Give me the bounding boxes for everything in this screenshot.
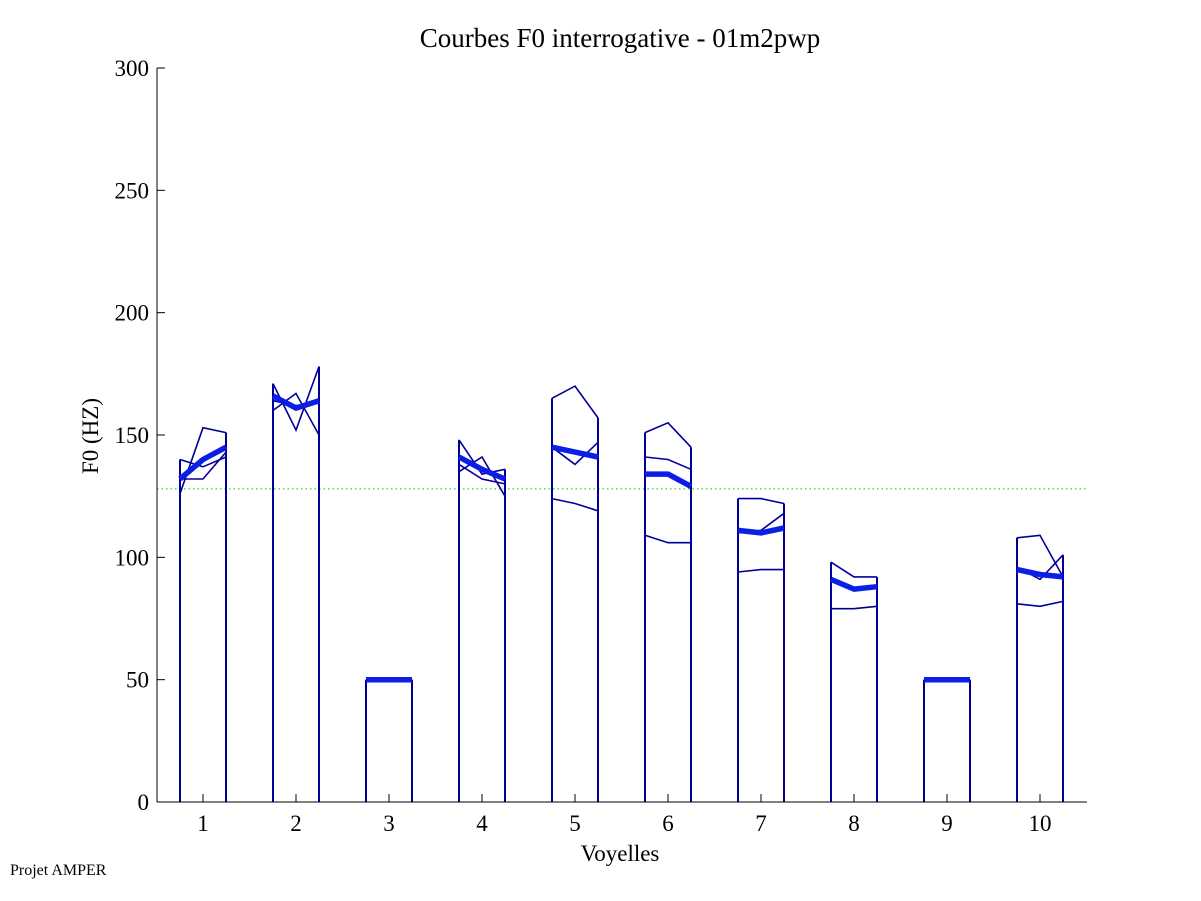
contour-line — [551, 441, 599, 466]
x-tick-label: 6 — [662, 811, 674, 836]
vowel-group-2 — [271, 366, 320, 802]
y-tick-label: 100 — [115, 545, 150, 570]
y-tick-label: 150 — [115, 423, 150, 448]
y-tick-label: 300 — [115, 56, 150, 81]
x-tick-label: 8 — [848, 811, 860, 836]
x-tick-label: 2 — [290, 811, 302, 836]
x-tick-label: 7 — [755, 811, 767, 836]
mean-contour-line — [1016, 566, 1064, 580]
contour-line — [738, 497, 785, 505]
vowel-group-1 — [178, 426, 228, 802]
x-axis-label: Voyelles — [581, 841, 660, 866]
x-tick-label: 5 — [569, 811, 581, 836]
contour-line — [180, 451, 227, 480]
vowel-group-10 — [1016, 534, 1064, 802]
mean-contour-line — [178, 444, 228, 482]
mean-contour-line — [457, 454, 507, 482]
chart-title: Courbes F0 interrogative - 01m2pwp — [420, 23, 820, 53]
x-tick-label: 3 — [383, 811, 395, 836]
contour-line — [551, 497, 599, 512]
x-tick-label: 10 — [1029, 811, 1052, 836]
mean-contour-line — [829, 576, 878, 592]
y-axis-label: F0 (HZ) — [78, 398, 103, 474]
y-tick-label: 250 — [115, 178, 150, 203]
contour-line — [831, 605, 878, 610]
vowel-group-9 — [923, 676, 971, 802]
plot-area — [157, 366, 1087, 802]
contour-line — [644, 421, 692, 448]
contour-line — [644, 534, 691, 544]
contour-line — [272, 392, 320, 436]
y-tick-label: 0 — [138, 790, 150, 815]
mean-contour-line — [737, 525, 785, 536]
x-tick-label: 4 — [476, 811, 488, 836]
contour-line — [830, 561, 877, 578]
vowel-group-5 — [551, 385, 599, 802]
vowel-group-8 — [829, 561, 878, 802]
x-tick-label: 1 — [197, 811, 209, 836]
y-tick-label: 200 — [115, 301, 150, 326]
mean-contour-line — [645, 471, 693, 489]
mean-contour-line — [271, 393, 320, 411]
contour-line — [1016, 600, 1064, 608]
contour-line — [644, 456, 692, 471]
vowel-group-4 — [457, 439, 507, 802]
vowel-group-6 — [644, 421, 693, 802]
x-tick-label: 9 — [941, 811, 953, 836]
footer-credit: Projet AMPER — [10, 862, 107, 879]
contour-line — [458, 439, 506, 475]
contour-line — [458, 455, 506, 497]
y-tick-label: 50 — [126, 668, 149, 693]
vowel-group-3 — [365, 676, 413, 802]
contour-line — [551, 385, 599, 419]
contour-line — [737, 568, 784, 573]
contour-line — [458, 463, 506, 485]
vowel-group-7 — [737, 497, 785, 802]
mean-contour-line — [551, 444, 599, 460]
axes: 0 50 100 150 200 250 300 1 2 3 4 5 6 7 8 9 10 — [115, 56, 1087, 836]
